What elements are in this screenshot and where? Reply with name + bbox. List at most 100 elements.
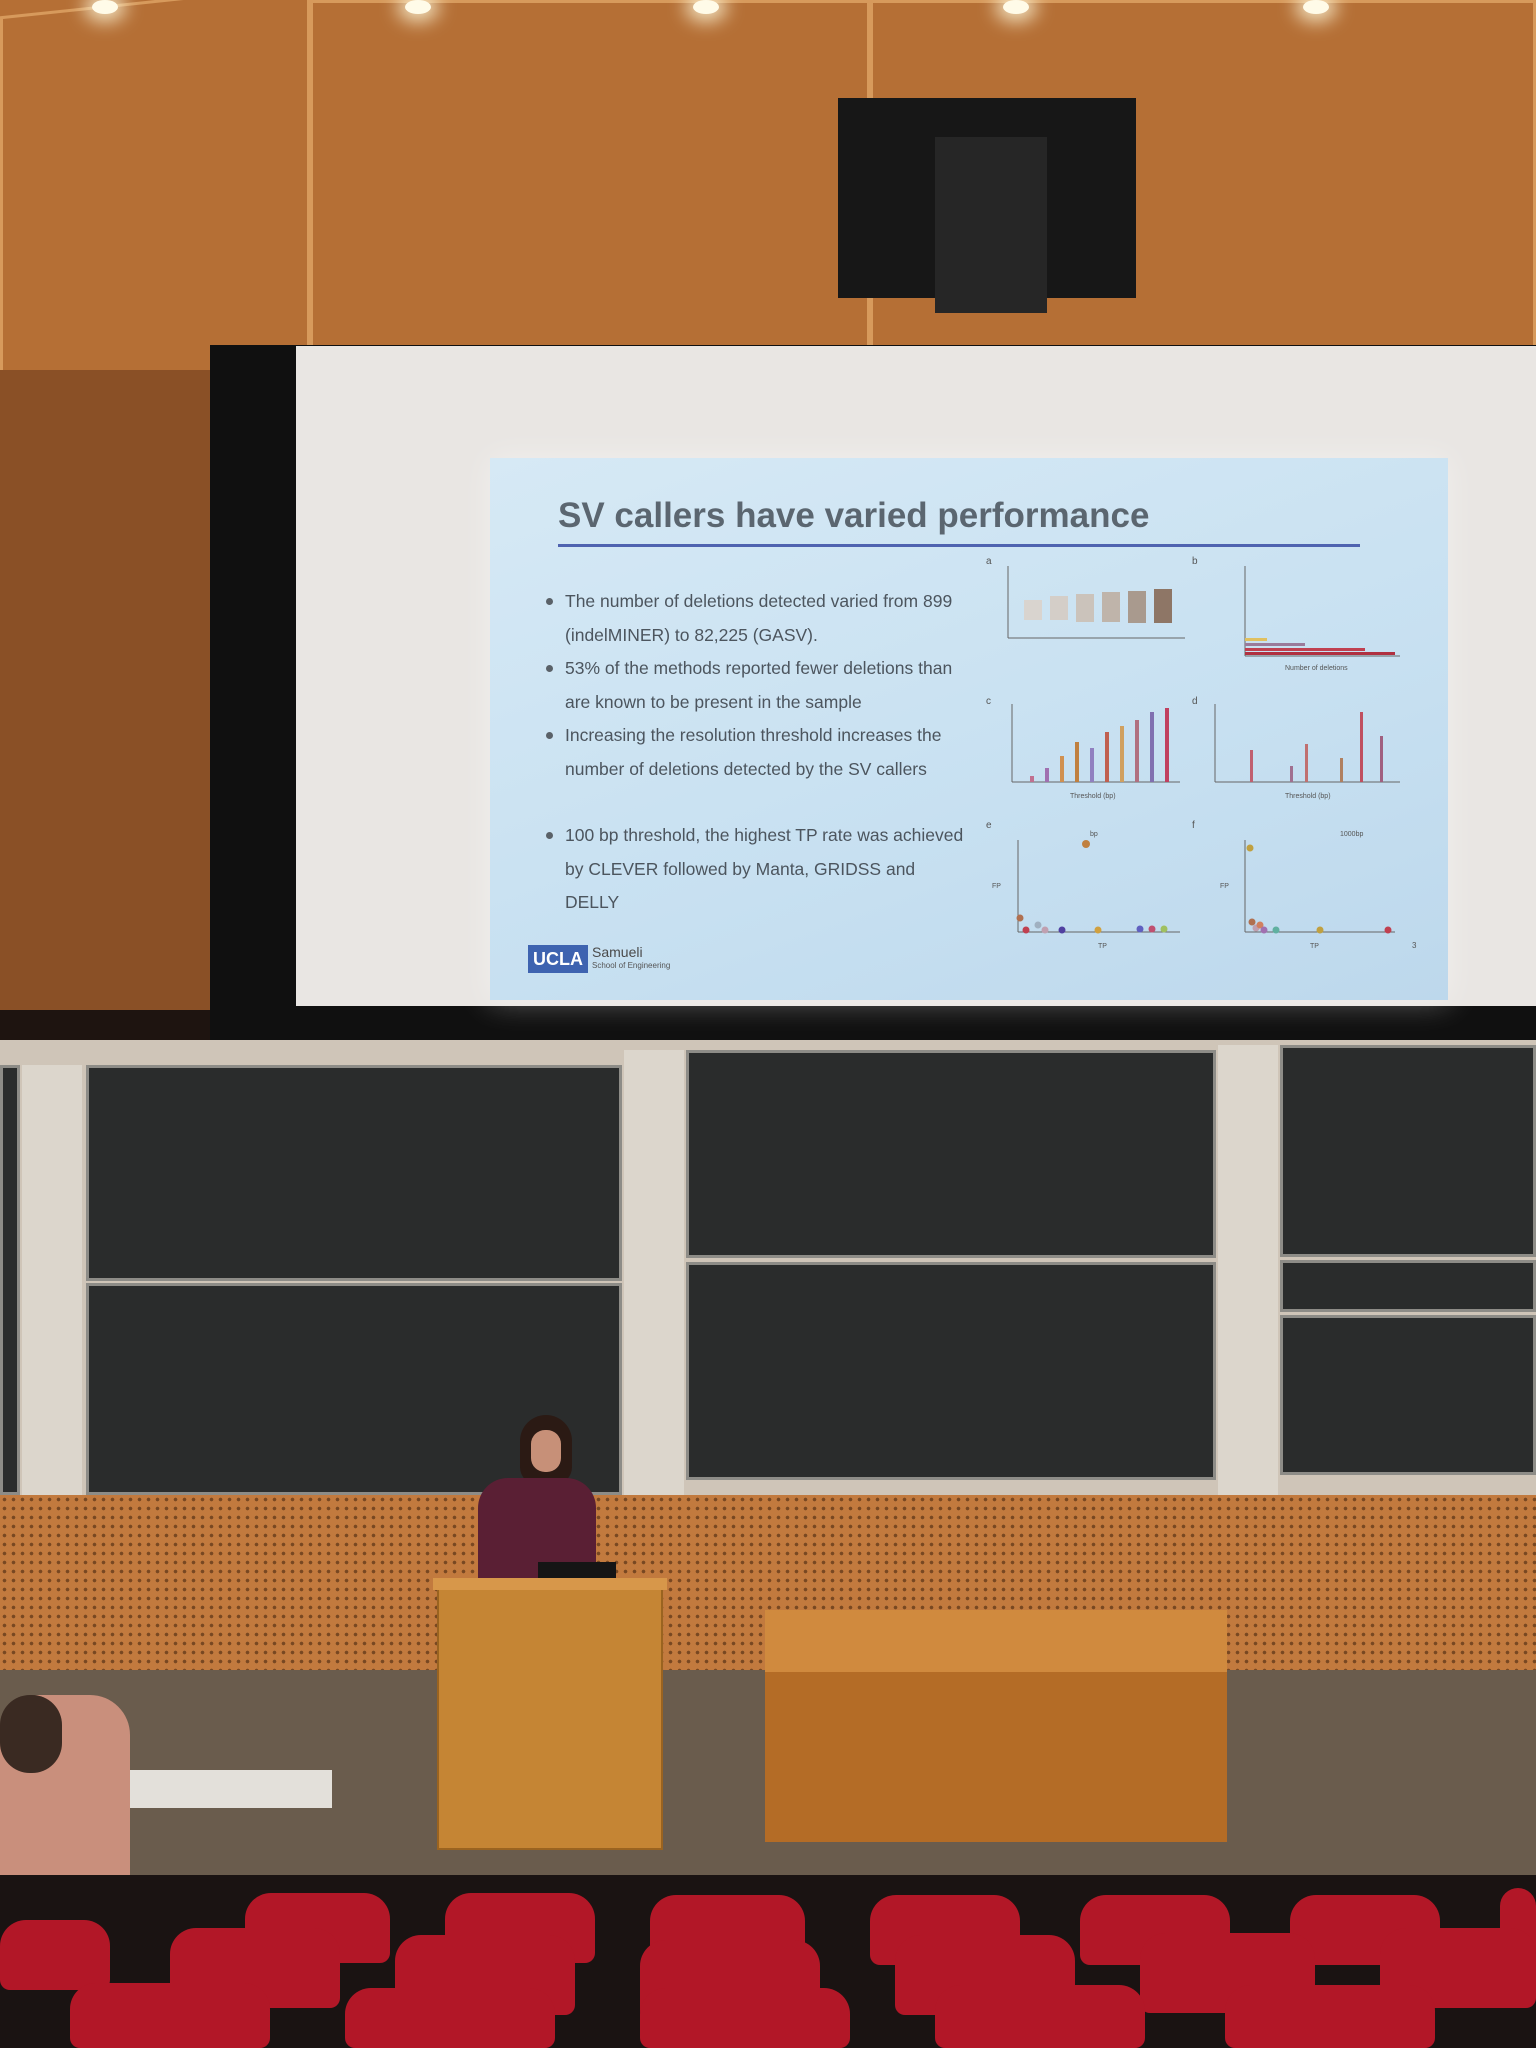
bullet-dot-icon (546, 598, 553, 605)
figure-panel-c: Threshold (bp) (1011, 704, 1180, 800)
bullet-text: Increasing the resolution threshold incr… (565, 725, 942, 779)
bullet-dot-icon (546, 832, 553, 839)
side-table (92, 1770, 332, 1808)
board-pillar (1218, 1045, 1278, 1510)
figure-letter: d (1192, 696, 1198, 707)
speaker-face (531, 1430, 561, 1472)
figure-panel-a (1007, 566, 1185, 639)
scatter-point (1041, 926, 1049, 934)
ceiling-light (1303, 0, 1329, 14)
red-seat (0, 1920, 110, 1990)
figure-letter: b (1192, 556, 1198, 567)
bar (1090, 748, 1094, 782)
scatter-point (1160, 925, 1168, 933)
bar (1305, 744, 1308, 782)
scatter-point (1082, 840, 1090, 848)
scatter-point (1384, 926, 1392, 934)
figure-panel-e: bp TP FP (992, 831, 1180, 950)
scatter-point (1016, 914, 1024, 922)
axis-label: TP (1310, 943, 1319, 950)
boxen-box (1050, 596, 1068, 620)
bar (1030, 776, 1034, 782)
presentation-slide: SV callers have varied performance The n… (490, 458, 1448, 1000)
bar (1075, 742, 1079, 782)
ceiling-light (693, 0, 719, 14)
slide-title: SV callers have varied performance (558, 496, 1150, 535)
red-seat (640, 1988, 850, 2048)
scatter-point (1136, 925, 1144, 933)
chalkboard (0, 1065, 20, 1495)
projector-box (935, 137, 1047, 313)
boxen-box (1128, 591, 1146, 623)
chalkboard (1280, 1315, 1536, 1475)
bar (1120, 726, 1124, 782)
ucla-logo: UCLA (528, 945, 588, 973)
red-seat (345, 1988, 555, 2048)
axis-label: FP (992, 883, 1001, 890)
bar (1045, 768, 1049, 782)
bar (1340, 758, 1343, 782)
audience-member-head (0, 1695, 62, 1773)
bar (1165, 708, 1169, 782)
scatter-point (1316, 926, 1324, 934)
bar (1245, 638, 1267, 641)
bullet-item: Increasing the resolution threshold incr… (546, 719, 965, 786)
chalkboard (686, 1262, 1216, 1480)
chalkboard (1280, 1260, 1536, 1312)
ceiling-panel-left (0, 0, 310, 397)
figure-letter: c (986, 696, 991, 707)
scatter-point (1248, 918, 1256, 926)
scatter-point (1022, 926, 1030, 934)
bullet-dot-icon (546, 665, 553, 672)
chalkboard (86, 1065, 622, 1281)
boxen-box (1102, 592, 1120, 622)
axis-label: Threshold (bp) (1285, 793, 1331, 800)
bar (1360, 712, 1363, 782)
axis-label: Number of deletions (1285, 665, 1348, 672)
scatter-point (1246, 844, 1254, 852)
bar (1250, 750, 1253, 782)
scatter-point (1272, 926, 1280, 934)
logo-name: Samueli (592, 944, 643, 960)
scatter-point (1058, 926, 1066, 934)
chalkboard (686, 1050, 1216, 1258)
scatter-point (1256, 921, 1264, 929)
figure-panel-f: 1000bp TP FP 3 (1220, 831, 1417, 950)
red-seat (935, 1985, 1145, 2048)
figure-panel-b: Number of deletions (1244, 566, 1400, 672)
axis-label: FP (1220, 883, 1229, 890)
bar (1245, 648, 1365, 651)
bar (1135, 720, 1139, 782)
left-wood-wall (0, 370, 245, 1010)
ceiling-light (405, 0, 431, 14)
figure-letter: f (1192, 820, 1195, 831)
panel-title: 1000bp (1340, 831, 1363, 838)
bullet-text: The number of deletions detected varied … (565, 591, 953, 645)
red-seat (1225, 1985, 1435, 2048)
bar (1245, 652, 1395, 655)
bullet-text: 53% of the methods reported fewer deleti… (565, 658, 953, 712)
logo-school: School of Engineering (592, 961, 671, 970)
ceiling-light (1003, 0, 1029, 14)
scatter-point (1148, 925, 1156, 933)
figure-panel-d: Threshold (bp) (1214, 704, 1400, 800)
board-pillar (22, 1065, 82, 1510)
scatter-point (1260, 926, 1268, 934)
bullet-dot-icon (546, 732, 553, 739)
bar (1150, 712, 1154, 782)
scatter-point (1034, 921, 1042, 929)
red-seat (70, 1983, 270, 2048)
front-desk-top (765, 1610, 1227, 1672)
figure-letter: a (986, 556, 992, 567)
board-pillar (624, 1050, 684, 1510)
bullet-item: 100 bp threshold, the highest TP rate wa… (546, 819, 965, 920)
bullet-item: The number of deletions detected varied … (546, 585, 965, 652)
bar (1290, 766, 1293, 782)
boxen-box (1024, 600, 1042, 620)
bar (1245, 643, 1305, 646)
figure-letter: e (986, 820, 992, 831)
axis-label: Threshold (bp) (1070, 793, 1116, 800)
title-underline (558, 544, 1360, 547)
chalkboard (1280, 1045, 1536, 1257)
ceiling-light (92, 0, 118, 14)
